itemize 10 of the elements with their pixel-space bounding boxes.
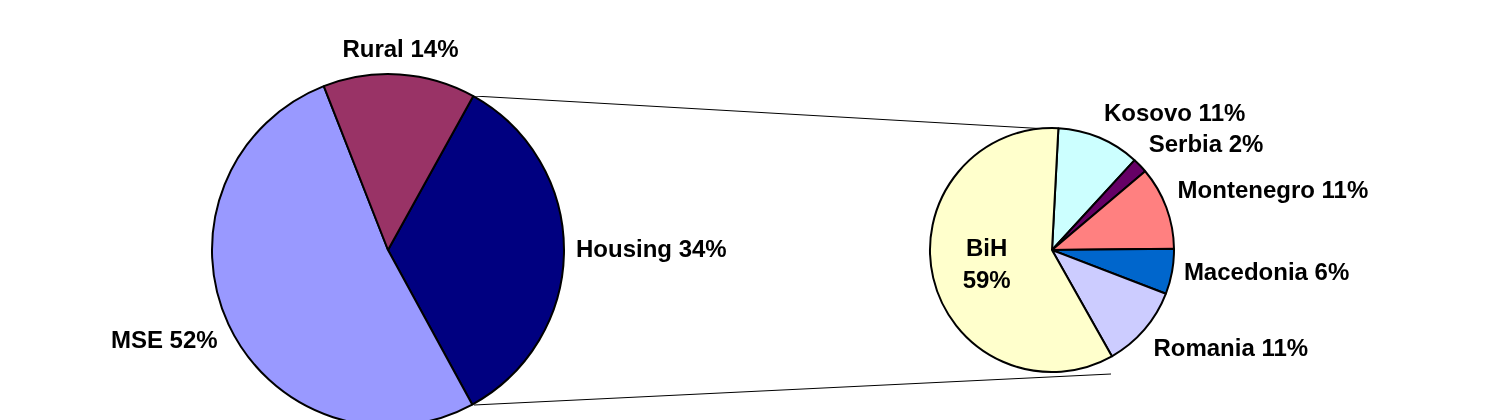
slice-label: BiH	[966, 233, 1008, 261]
slice-label: Montenegro 11%	[1177, 175, 1369, 203]
slice-label: Macedonia 6%	[1183, 258, 1350, 286]
slice-label: Serbia 2%	[1148, 129, 1264, 157]
slice-label: Kosovo 11%	[1103, 99, 1246, 127]
slice-label: Rural 14%	[342, 35, 459, 63]
slice-label: Romania 11%	[1153, 334, 1309, 362]
slice-label: MSE 52%	[110, 326, 218, 354]
data-label: 59%	[962, 265, 1011, 293]
slice-label: Housing 34%	[576, 235, 727, 263]
